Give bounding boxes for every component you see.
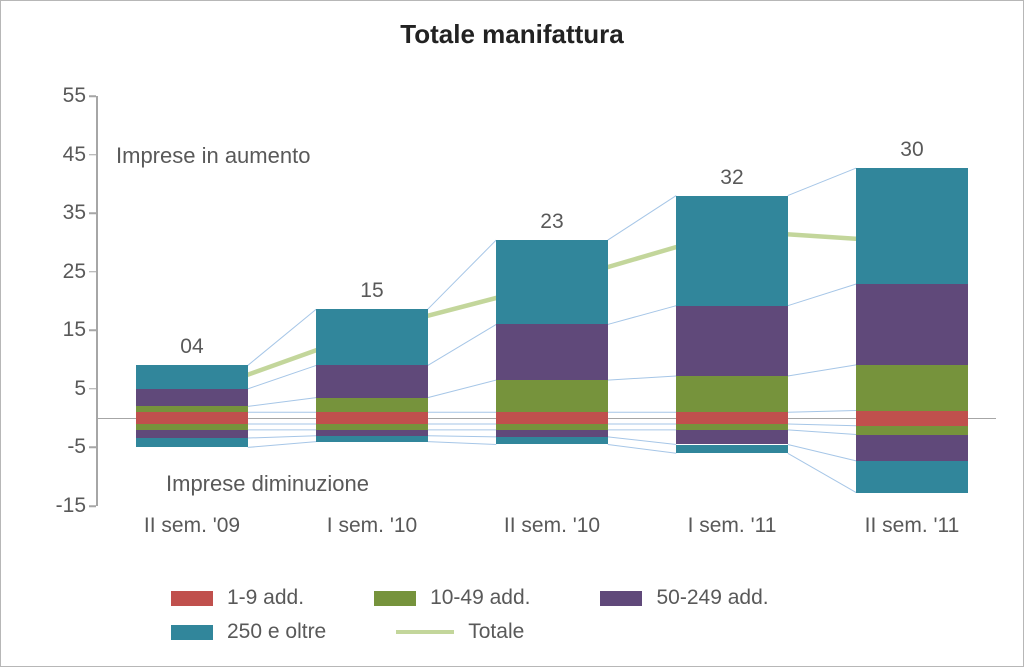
legend-label: 50-249 add. [656, 586, 768, 610]
y-tick-label: -5 [41, 435, 86, 459]
bar-segment [496, 240, 608, 324]
legend-item: 10-49 add. [374, 586, 530, 610]
y-tick-label: 15 [41, 318, 86, 342]
bar-segment [856, 411, 968, 419]
y-tick-mark [89, 447, 96, 449]
chart-title: Totale manifattura [1, 19, 1023, 50]
bar-segment [676, 196, 788, 306]
legend: 1-9 add. 10-49 add. 50-249 add. 250 e oltre… [171, 586, 931, 644]
bar-segment [676, 430, 788, 445]
legend-label: 1-9 add. [227, 586, 304, 610]
x-tick-label: II sem. '09 [144, 514, 240, 538]
bar-total-label: 04 [136, 335, 248, 359]
legend-item: 50-249 add. [600, 586, 768, 610]
legend-line-swatch [396, 630, 454, 634]
x-tick-label: I sem. '10 [327, 514, 417, 538]
y-tick-label: 25 [41, 260, 86, 284]
bar-segment [496, 380, 608, 412]
bar-segment [856, 435, 968, 461]
bar-total-label: 23 [496, 210, 608, 234]
bar-total-label: 30 [856, 138, 968, 162]
y-tick-mark [89, 212, 96, 214]
bar-group: 30 [856, 96, 968, 506]
legend-label: 10-49 add. [430, 586, 530, 610]
x-tick-label: II sem. '10 [504, 514, 600, 538]
chart-container: Totale manifattura -15-55152535455504II … [0, 0, 1024, 667]
bar-total-label: 15 [316, 279, 428, 303]
y-tick-mark [89, 505, 96, 507]
legend-swatch [171, 625, 213, 640]
legend-swatch [171, 591, 213, 606]
plot-area: -15-55152535455504II sem. '0915I sem. '1… [96, 96, 996, 506]
y-tick-label: 55 [41, 84, 86, 108]
bar-segment [136, 430, 248, 438]
bar-segment [856, 418, 968, 426]
y-tick-label: 35 [41, 201, 86, 225]
annotation: Imprese diminuzione [166, 471, 369, 497]
legend-item: 1-9 add. [171, 586, 304, 610]
annotation: Imprese in aumento [116, 143, 310, 169]
y-tick-label: -15 [41, 494, 86, 518]
bar-segment [316, 365, 428, 397]
bar-segment [856, 426, 968, 435]
bar-total-label: 32 [676, 166, 788, 190]
bar-segment [316, 309, 428, 365]
x-tick-label: I sem. '11 [688, 514, 777, 538]
bar-segment [136, 438, 248, 447]
bar-segment [676, 445, 788, 454]
legend-swatch [374, 591, 416, 606]
bar-segment [496, 430, 608, 437]
bar-segment [856, 284, 968, 365]
bar-segment [856, 461, 968, 493]
y-tick-label: 5 [41, 377, 86, 401]
bar-segment [496, 324, 608, 380]
y-tick-mark [89, 388, 96, 390]
bar-group: 23 [496, 96, 608, 506]
legend-swatch [600, 591, 642, 606]
bar-segment [136, 365, 248, 388]
legend-item: 250 e oltre [171, 620, 326, 644]
bar-segment [496, 437, 608, 445]
x-tick-label: II sem. '11 [865, 514, 960, 538]
y-tick-mark [89, 95, 96, 97]
bar-group: 15 [316, 96, 428, 506]
bar-segment [136, 389, 248, 407]
bar-segment [316, 398, 428, 413]
bar-segment [676, 376, 788, 412]
bar-segment [856, 168, 968, 284]
legend-label: Totale [468, 620, 524, 644]
bar-segment [856, 365, 968, 411]
bar-group: 32 [676, 96, 788, 506]
legend-item: Totale [396, 620, 524, 644]
bar-segment [316, 436, 428, 442]
bar-segment [676, 306, 788, 376]
y-tick-mark [89, 330, 96, 332]
y-tick-mark [89, 154, 96, 156]
bar-segment [136, 406, 248, 412]
y-tick-mark [89, 271, 96, 273]
y-tick-label: 45 [41, 143, 86, 167]
legend-label: 250 e oltre [227, 620, 326, 644]
